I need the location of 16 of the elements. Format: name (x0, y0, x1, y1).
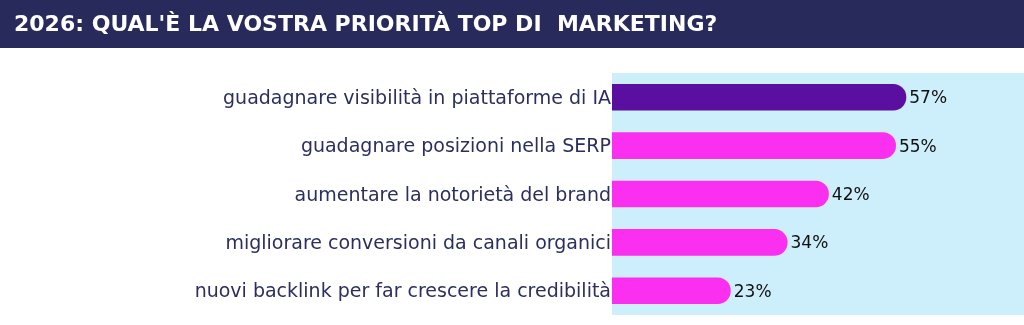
data-label: 57% (909, 87, 948, 108)
bar (612, 229, 788, 256)
bar (612, 83, 907, 111)
text: 2026: QUAL'È LA VOSTRA PRIORITÀ TOP DI MARKETING? (0, 0, 1024, 48)
bar (612, 132, 896, 159)
bar (612, 180, 829, 208)
y-tick-label: aumentare la notorietà del brand (294, 182, 611, 205)
data-label: 34% (790, 232, 829, 253)
data-label: 55% (898, 135, 937, 156)
y-tick-label: nuovi backlink per far crescere la credibilità (194, 279, 611, 302)
data-label: 23% (733, 280, 772, 301)
y-tick-label: guadagnare visibilità in piattaforme di IA (223, 85, 611, 108)
y-tick-label: migliorare conversioni da canali organici (225, 231, 611, 254)
bar (612, 277, 731, 305)
data-label: 42% (831, 184, 870, 204)
y-tick-label: guadagnare posizioni nella SERP (300, 134, 611, 157)
